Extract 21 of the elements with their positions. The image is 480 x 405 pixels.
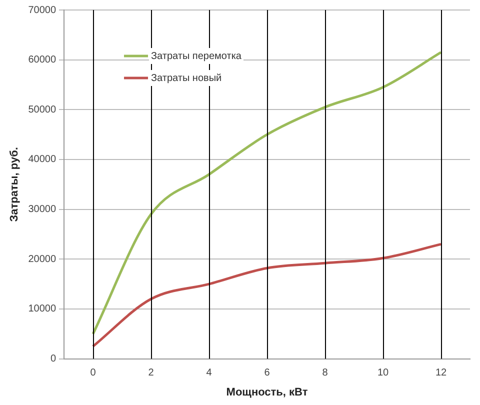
y-tick-label: 20000 (28, 254, 56, 265)
x-tick-label: 2 (148, 368, 154, 379)
line-series (92, 51, 442, 336)
x-tick-label: 6 (264, 368, 270, 379)
x-tick-label: 0 (90, 368, 96, 379)
line-series (92, 242, 442, 348)
y-tick-label: 10000 (28, 304, 56, 315)
y-tick-label: 50000 (28, 104, 56, 116)
legend-label: Затраты перемотка (151, 50, 242, 62)
y-tick-label: 60000 (28, 54, 56, 66)
x-axis-title: Мощность, кВт (226, 386, 308, 398)
y-axis-title: Затраты, руб. (8, 147, 21, 222)
x-tick-label: 12 (435, 368, 447, 379)
y-tick-label: 0 (50, 354, 56, 365)
legend-label: Затраты новый (151, 72, 222, 84)
x-tick-label: 10 (377, 368, 389, 379)
y-tick-label: 40000 (28, 154, 56, 166)
x-tick-label: 8 (322, 368, 328, 379)
y-tick-label: 30000 (28, 204, 56, 216)
y-tick-label: 70000 (28, 4, 56, 16)
x-tick-label: 4 (206, 368, 212, 379)
